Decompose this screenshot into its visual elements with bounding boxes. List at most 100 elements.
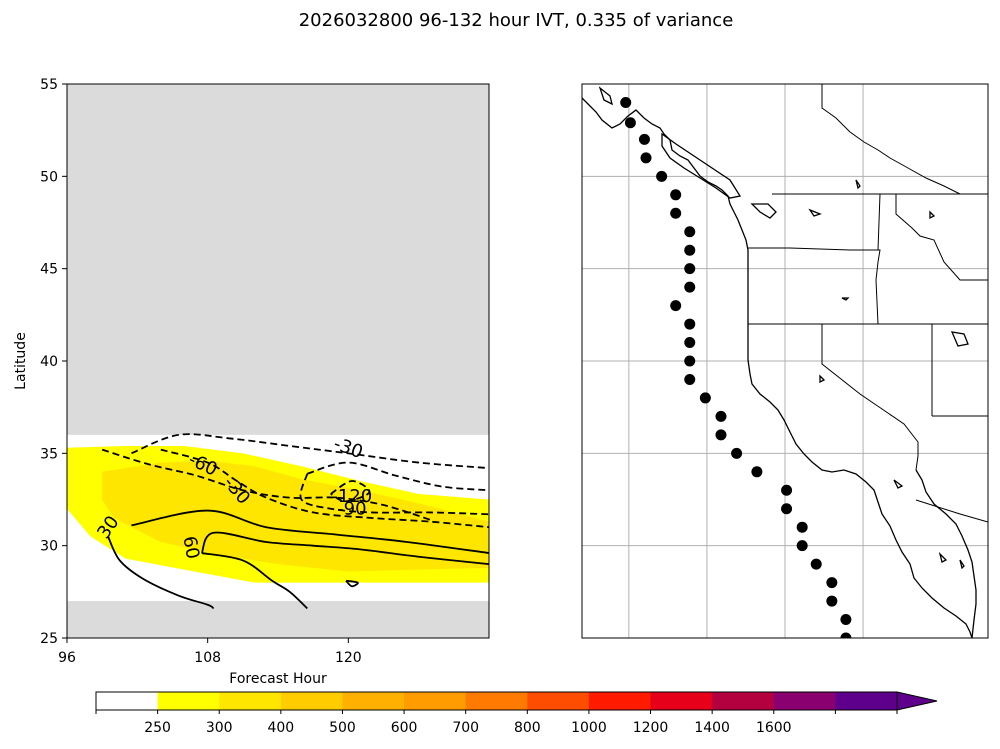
colorbar-cell — [588, 692, 652, 710]
coastline — [582, 97, 973, 638]
colorbar-tick-label: 700 — [452, 720, 479, 736]
map-gridlines — [582, 84, 988, 638]
y-tick-label: 35 — [40, 446, 58, 462]
colorbar-tick-label: 800 — [514, 720, 541, 736]
contour-line-8 — [200, 531, 489, 566]
x-tick-label: 96 — [58, 650, 76, 666]
y-axis-label: Latitude — [13, 332, 29, 390]
colorbar-extend-arrow — [896, 691, 938, 711]
contour-line-9 — [201, 552, 308, 610]
island-baja-1 — [938, 551, 948, 563]
vancouver-island — [661, 132, 742, 199]
y-tick-label: 50 — [40, 169, 58, 185]
colorbar-cell — [465, 692, 528, 710]
colorbar-frame — [95, 691, 898, 711]
colorbar-tick-label: 250 — [144, 720, 171, 736]
colorbar-cell — [219, 692, 282, 710]
station-point — [840, 614, 852, 626]
haida-gwaii — [598, 86, 613, 106]
colorbar-cell — [404, 692, 467, 710]
colorbar-tick-label: 1200 — [633, 720, 669, 736]
colorbar-cell — [342, 692, 405, 710]
great-salt-lake — [950, 331, 969, 347]
x-axis-label: Forecast Hour — [229, 671, 327, 687]
ivt-colorbar: 250 300 400 500 600 700 800 1000 1200 1400 1600 — [95, 691, 938, 736]
map-linework — [582, 86, 977, 638]
station-point — [781, 503, 793, 515]
contour-line-3 — [307, 461, 489, 492]
contour-label: 60 — [178, 534, 203, 560]
station-point — [670, 300, 682, 312]
station-point — [684, 244, 696, 256]
station-point — [684, 318, 696, 330]
contour-lines — [101, 433, 489, 610]
figure-title: 2026032800 96-132 hour IVT, 0.335 of var… — [299, 10, 734, 31]
contour-line-7 — [107, 536, 215, 610]
y-axis-ticks: 25 30 35 40 45 50 55 — [40, 77, 67, 647]
colorbar-tick-label: 600 — [391, 720, 418, 736]
lake-small-3 — [841, 297, 850, 301]
colorbar-cell — [96, 692, 159, 710]
station-point — [620, 96, 632, 108]
ivt-fill-300 — [102, 460, 489, 572]
colorbar-cell — [527, 692, 590, 710]
contour-label: -90 — [337, 499, 366, 520]
station-point — [796, 521, 808, 533]
id-mt-border — [895, 194, 988, 281]
station-point — [796, 540, 808, 552]
x-tick-label: 108 — [194, 650, 221, 666]
station-point — [670, 189, 682, 201]
station-point — [840, 632, 852, 638]
station-point — [699, 392, 711, 404]
station-point — [715, 429, 727, 441]
station-point — [810, 558, 822, 570]
ivt-fill-layer — [67, 445, 489, 583]
station-markers — [620, 96, 852, 638]
colorbar-tick-label: 500 — [329, 720, 356, 736]
lake-small-4 — [929, 210, 936, 220]
contour-label: -120 — [331, 486, 372, 507]
colorbar-tick-label: 300 — [206, 720, 233, 736]
colorbar-cell — [280, 692, 343, 710]
contour-line-10 — [345, 579, 359, 588]
ca-nv-border — [821, 324, 919, 471]
contour-line-0 — [131, 433, 489, 470]
lake-small-2 — [855, 179, 861, 190]
x-tick-label: 120 — [335, 650, 362, 666]
station-point — [640, 152, 652, 164]
contour-line-1 — [101, 448, 431, 521]
station-point — [684, 337, 696, 349]
colorbar-cell — [712, 692, 775, 710]
colorbar-cell — [773, 692, 836, 710]
colorbar-cells — [96, 692, 898, 710]
station-point — [684, 263, 696, 275]
colorbar-tick-label: 1400 — [694, 720, 730, 736]
colorbar-cell — [650, 692, 713, 710]
station-point — [781, 484, 793, 496]
colorbar-tick-label: 1000 — [571, 720, 607, 736]
us-mexico-border — [915, 499, 988, 523]
lake-small-1 — [808, 208, 822, 217]
x-axis-ticks: 96 108 120 — [58, 638, 362, 666]
or-id-border — [875, 279, 879, 325]
colorbar-cell — [157, 692, 220, 710]
map-axes-frame — [581, 83, 989, 639]
y-tick-label: 30 — [40, 539, 58, 555]
station-point — [751, 466, 763, 478]
station-point — [624, 117, 636, 129]
colorbar-cell — [835, 692, 898, 710]
station-point — [638, 133, 650, 145]
wa-id-border — [877, 193, 881, 251]
station-point — [670, 207, 682, 219]
puget-sound — [750, 203, 777, 219]
lake-tahoe — [819, 374, 826, 384]
station-point — [656, 170, 668, 182]
contour-line-4 — [299, 473, 489, 516]
station-point — [684, 373, 696, 385]
station-map-panel — [581, 83, 989, 639]
station-point — [684, 355, 696, 367]
y-tick-label: 55 — [40, 77, 58, 93]
colorbar-ticks: 250 300 400 500 600 700 800 1000 1200 1400 1600 — [95, 710, 898, 736]
